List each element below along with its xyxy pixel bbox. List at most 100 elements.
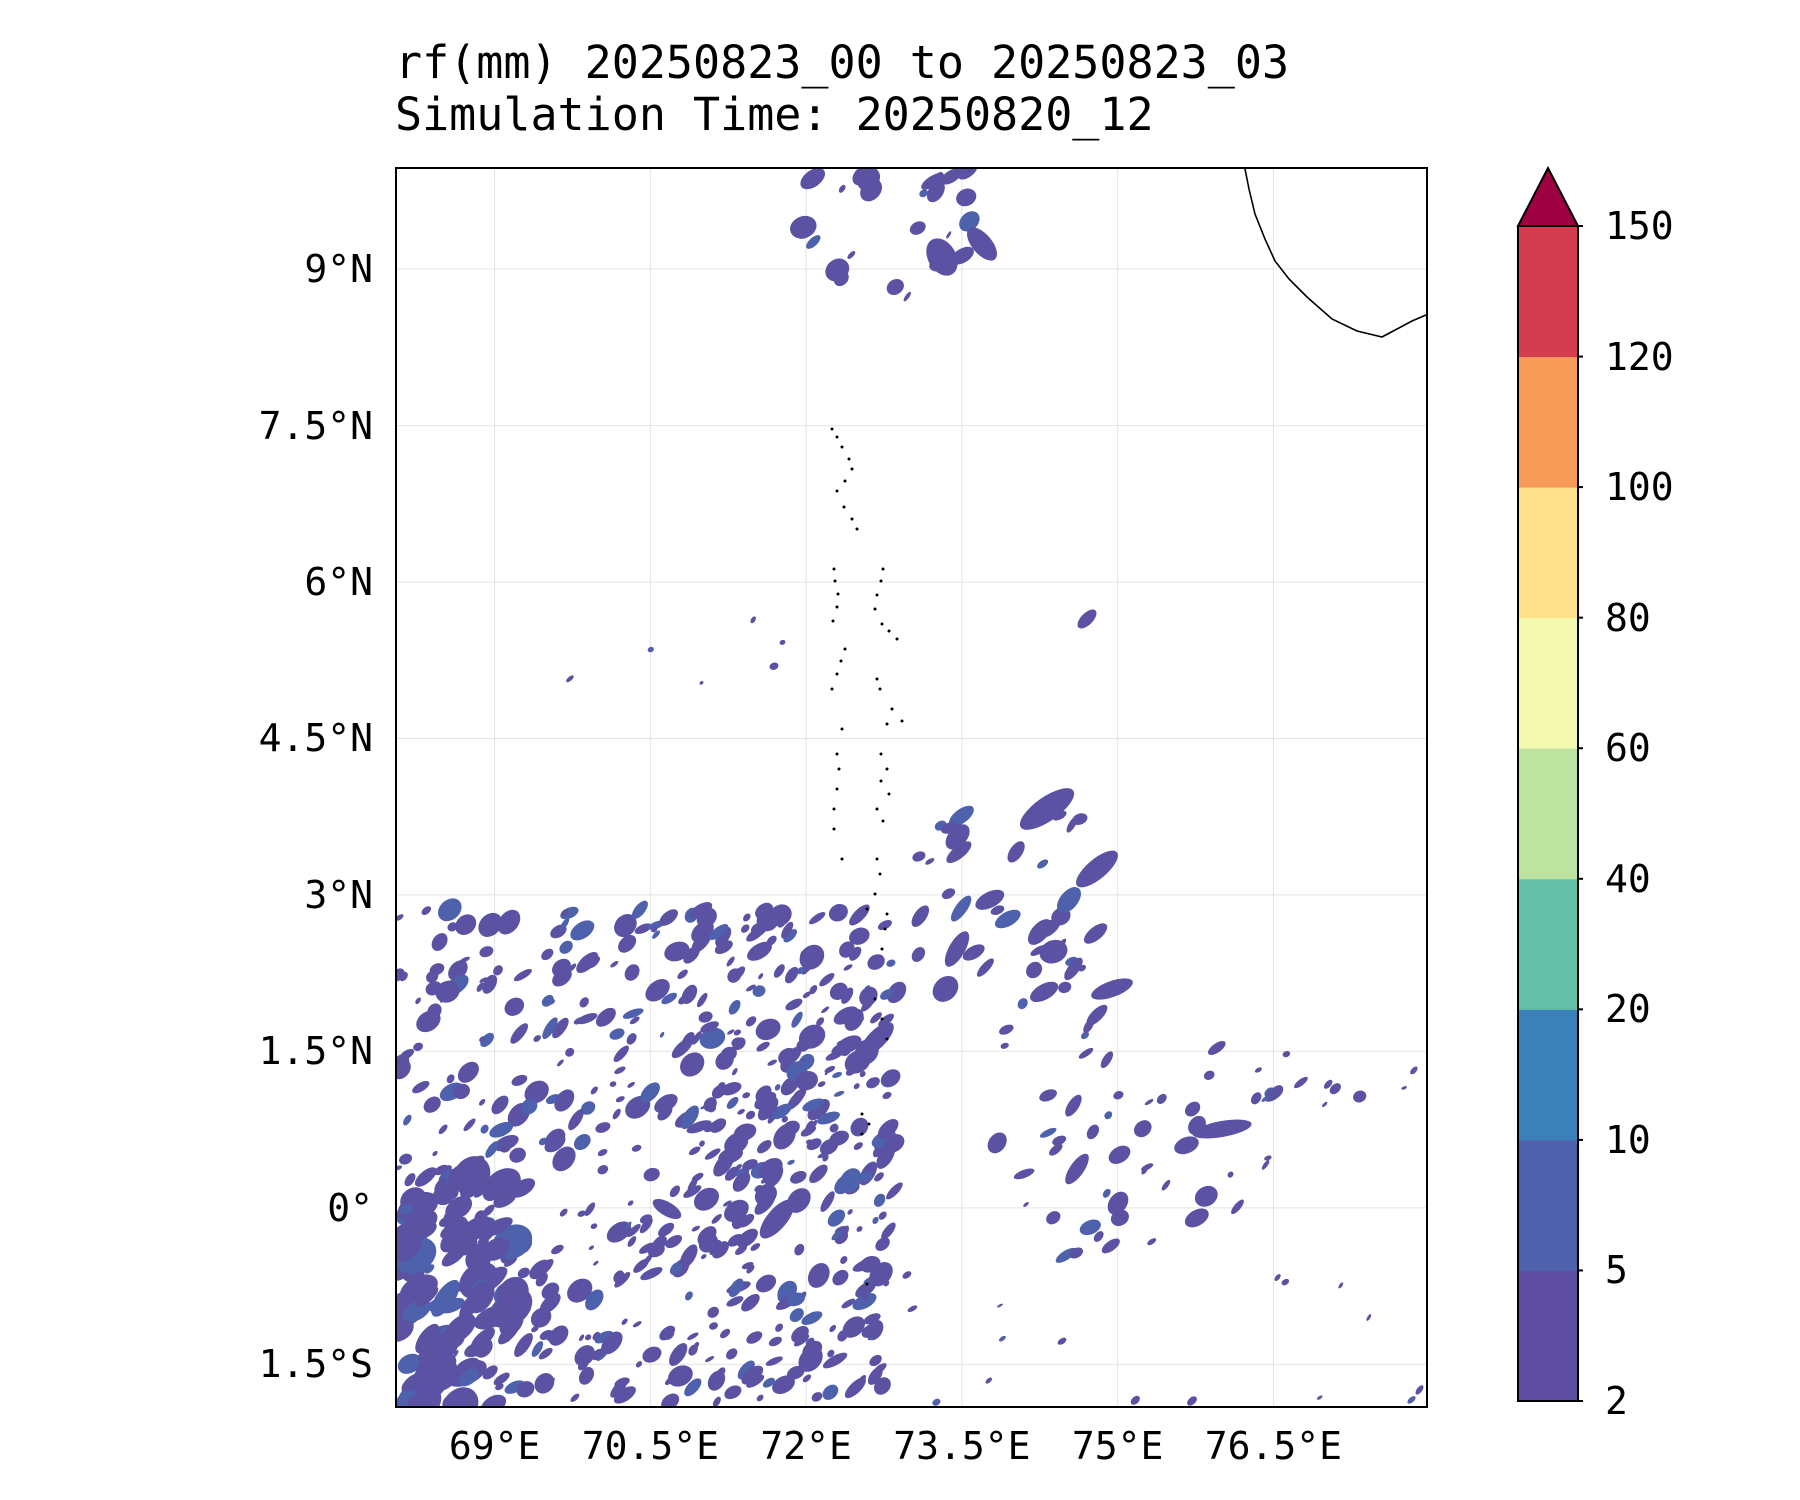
rain-cell [683,1185,702,1198]
rain-cell [707,1370,726,1391]
rain-cell [859,1256,881,1273]
rain-cell [822,1384,839,1400]
rain-cell [728,1278,744,1298]
rain-cell [493,1192,517,1208]
rain-cell [872,1144,884,1158]
rain-cell [659,1325,676,1341]
rain-cell [568,1109,584,1131]
rain-cell [1039,1089,1057,1102]
rain-cell [654,1093,678,1113]
island-outline [873,892,877,896]
rain-cell [509,1147,526,1163]
rain-cell [516,1381,535,1398]
rain-cell [756,1394,764,1402]
rain-cell [837,1330,848,1342]
rain-cell [438,1124,448,1135]
island-outline [875,677,879,681]
rain-cell [774,1084,781,1091]
rain-cell [883,1134,905,1153]
rain-cell [491,1095,509,1115]
rain-cell [816,1017,825,1027]
island-outline [839,659,843,663]
rain-cell [609,1081,617,1087]
rain-cell [1269,1085,1284,1100]
rain-cell [1079,1219,1101,1236]
rain-cell [639,1242,656,1254]
rain-cell [784,966,799,984]
rain-cell [762,1377,775,1388]
lat-tick-label: 1.5°S [258,1342,373,1387]
rain-cell [548,1325,569,1346]
rain-cell [427,1003,442,1019]
rainfall-contours [397,169,1424,1406]
rain-cell [594,1330,614,1344]
rain-cell [397,1230,414,1256]
rain-cell [807,1262,830,1288]
rain-cell [1161,1179,1171,1191]
rain-cell [877,919,892,931]
rain-cell [625,1221,632,1230]
rain-cell [1039,1127,1057,1138]
rain-cell [824,1065,836,1074]
rain-cell [1078,964,1087,972]
rain-cell [629,1016,640,1025]
rain-cell [886,959,896,967]
rain-cell [855,1281,876,1298]
rain-cell [485,1141,499,1158]
colorbar-tick-label: 80 [1605,595,1651,640]
rain-cell [1093,1231,1104,1242]
rain-cell [1282,1050,1291,1058]
rain-cell [691,1225,700,1232]
rain-cell [701,1234,717,1251]
island-outline [835,605,839,609]
rain-cell [524,1080,549,1104]
rain-cell [880,988,894,1000]
rain-cell [852,1293,877,1311]
rain-cell [707,1306,719,1318]
rain-cell [699,1027,726,1049]
rain-cell [840,1256,848,1264]
rain-cell [727,1029,735,1035]
rain-cell [698,1011,713,1023]
rain-cell [726,956,735,967]
rain-cell [1086,1124,1100,1140]
rain-cell [727,968,742,983]
rain-cell [867,1367,883,1385]
rain-cell [747,941,772,961]
rain-cell [514,1333,533,1357]
rain-cell [841,987,854,1004]
rain-cell [822,1154,829,1162]
rain-cell [442,1187,459,1201]
rain-cell [534,1373,555,1394]
rain-cell [460,1215,492,1239]
rain-cell [1000,1042,1009,1049]
rain-cell [399,1283,415,1302]
rain-cell [579,997,589,1008]
rain-cell [493,965,503,976]
rain-cell [415,1286,439,1308]
rain-cell [664,1372,680,1385]
rain-cell [479,977,488,983]
rain-cell [829,1123,839,1133]
rain-cell [489,1121,514,1138]
rain-cell [832,1269,849,1286]
rain-cell [414,1167,437,1187]
rain-cell [642,1346,662,1363]
rain-cell [709,1322,718,1330]
rain-cell [511,1074,528,1086]
rain-cell [688,1146,701,1156]
island-outline [900,719,904,723]
rain-cell [521,1098,538,1115]
rain-cell [755,1274,777,1293]
rain-cell [664,941,690,962]
lat-tick-label: 4.5°N [258,716,373,761]
island-outline [840,445,844,449]
rain-cell [567,963,577,973]
rain-cell [736,1228,758,1248]
rain-cell [807,1028,820,1041]
rain-cell [797,967,804,975]
lat-tick-label: 0° [327,1185,373,1230]
rain-cell [1144,1099,1154,1106]
rain-cell [1322,1101,1328,1108]
rain-cell [597,1165,609,1175]
